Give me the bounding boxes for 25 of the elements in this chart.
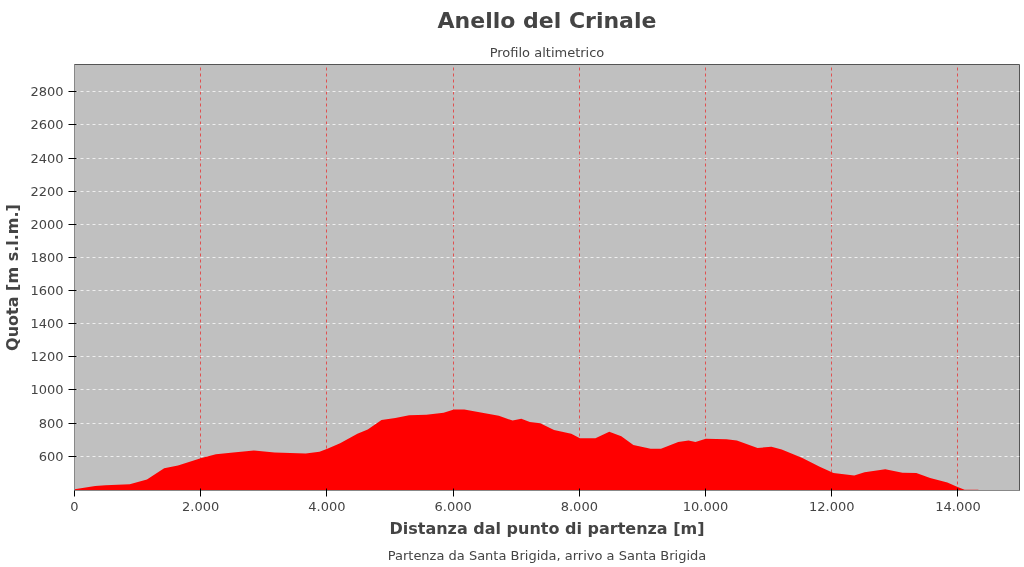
x-tick-label: 4.000 [308, 498, 346, 514]
chart-title: Anello del Crinale [437, 7, 657, 33]
x-tick-label: 10.000 [682, 498, 729, 514]
x-tick-label: 8.000 [560, 498, 598, 514]
x-tick-label: 0 [70, 498, 79, 514]
y-tick-label: 600 [38, 448, 64, 464]
text: Partenza da Santa Brigida, arrivo a Santa Brigida [387, 547, 707, 563]
y-tick-label: 2000 [30, 216, 64, 232]
x-tick-label: 6.000 [434, 498, 472, 514]
y-tick-label: 1600 [30, 283, 64, 299]
x-tick-label: 2.000 [182, 498, 220, 514]
y-tick-label: 1000 [30, 382, 64, 398]
y-tick-label: 2800 [30, 84, 64, 100]
x-tick-label: 14.000 [935, 498, 981, 514]
chart-subtitle: Profilo altimetrico [489, 44, 605, 60]
y-axis-title: Quota [m s.l.m.] [3, 204, 23, 351]
x-axis-title: Distanza dal punto di partenza [m] [389, 518, 705, 538]
y-tick-label: 2400 [30, 150, 64, 166]
x-tick-label: 12.000 [809, 498, 855, 514]
y-tick-label: 2600 [30, 117, 64, 133]
y-tick-label: 1200 [30, 349, 64, 365]
y-tick-label: 800 [38, 415, 64, 431]
y-tick-label: 2200 [30, 183, 64, 199]
y-tick-label: 1800 [30, 249, 64, 265]
y-tick-label: 1400 [30, 316, 64, 332]
